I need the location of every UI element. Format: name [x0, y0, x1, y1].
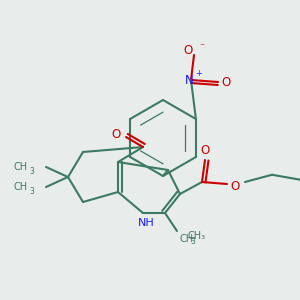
- Text: O: O: [111, 128, 121, 140]
- Text: O: O: [221, 76, 231, 89]
- Text: NH: NH: [138, 218, 154, 228]
- Text: 3: 3: [30, 187, 34, 196]
- Text: +: +: [196, 70, 202, 79]
- Text: CH: CH: [14, 162, 28, 172]
- Text: O: O: [230, 179, 240, 193]
- Text: CH: CH: [179, 234, 193, 244]
- Text: O: O: [200, 143, 210, 157]
- Text: O: O: [183, 44, 193, 56]
- Text: N: N: [184, 74, 194, 88]
- Text: ⁻: ⁻: [200, 42, 205, 52]
- Text: CH: CH: [14, 182, 28, 192]
- Text: 3: 3: [190, 236, 195, 245]
- Text: 3: 3: [30, 167, 34, 176]
- Text: CH₃: CH₃: [187, 231, 205, 241]
